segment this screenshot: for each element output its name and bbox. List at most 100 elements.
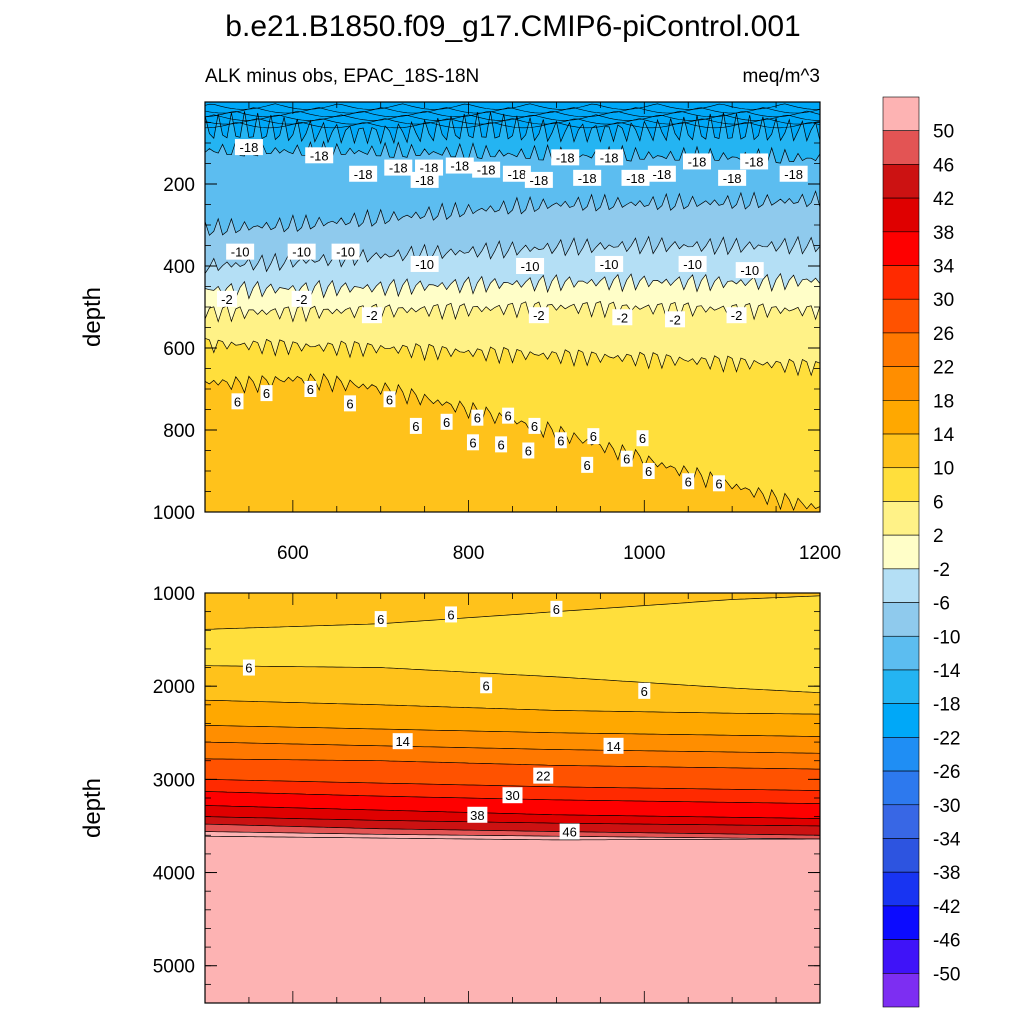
contour-label-text: -10 [683, 257, 702, 272]
contour-label: 46 [559, 823, 580, 840]
contour-label-text: 6 [584, 458, 591, 473]
contour-label: 6 [304, 381, 317, 397]
contour-label: 6 [587, 428, 600, 445]
contour-label-box [603, 737, 624, 754]
contour-label-text: -2 [617, 310, 629, 325]
contour-label: 6 [636, 430, 649, 447]
contour-label: 6 [550, 600, 563, 617]
contour-label-box [234, 139, 263, 156]
contour-label-box [678, 255, 707, 272]
contour-label-box [718, 169, 747, 186]
contour-label-text: 6 [685, 474, 692, 489]
contour-label: -10 [516, 258, 545, 274]
colorbar: 50 46 42 38 34 30 26 22 18 14 10 6 2 -2 -6 -10 -14 -18 -22… [882, 96, 961, 1008]
contour-label: -18 [740, 153, 769, 170]
contour-label: -18 [502, 165, 531, 182]
contour-label-text: -10 [415, 257, 434, 272]
colorbar-label: -18 [933, 695, 960, 716]
colorbar-label: 38 [933, 223, 954, 244]
colorbar-swatch [882, 298, 920, 334]
contour-line-6 [205, 595, 820, 630]
colorbar-label: 34 [933, 257, 955, 278]
colorbar-label: 14 [933, 425, 955, 446]
contour-label-box [410, 171, 439, 188]
contour-label: -10 [595, 255, 624, 272]
contour-label: 6 [242, 659, 255, 676]
contour-label-box [226, 243, 255, 260]
contour-label-text: -18 [354, 167, 373, 182]
contour-label-box [374, 611, 387, 628]
contour-label-box [502, 787, 523, 804]
contour-label: 6 [712, 475, 725, 492]
contour-label-box [495, 436, 508, 453]
contour-line-18 [205, 724, 820, 737]
contour-label-text: 6 [497, 437, 504, 452]
colorbar-swatch [882, 568, 920, 603]
contour-label: -18 [384, 159, 413, 176]
contour-label-text: 6 [263, 386, 270, 401]
colorbar-label: -42 [933, 897, 960, 918]
contour-label-box [740, 153, 769, 170]
contour-label: -2 [726, 307, 747, 324]
contour-label-box [392, 733, 413, 750]
contour-line-noise [205, 107, 820, 114]
colorbar-label: 30 [933, 290, 954, 311]
contour-label: -18 [234, 139, 263, 156]
contour-label-text: 6 [447, 607, 454, 622]
contour-label-box [636, 430, 649, 447]
contour-label-box [331, 243, 360, 260]
contour-label-text: 6 [474, 411, 481, 426]
contour-label: 6 [260, 385, 273, 402]
y-axis-label: depth [79, 287, 106, 347]
contour-label-text: -10 [740, 263, 759, 278]
contour-label-text: -18 [420, 161, 439, 176]
contour-label-text: 46 [562, 825, 576, 840]
contour-label-box [642, 463, 655, 479]
contour-label-box [528, 417, 541, 434]
y-tick-label: 1000 [153, 584, 195, 605]
contour-label-box [260, 385, 273, 402]
contour-label: 6 [682, 473, 695, 490]
contour-label-text: 6 [645, 464, 652, 479]
contour-fill [205, 102, 820, 512]
contour-label: -10 [226, 243, 255, 260]
contour-label-box [349, 165, 378, 182]
upper-panel: -18-18-18 -18 -18 -18 -18 -18-18 -18-18-18 -18-… [79, 101, 841, 564]
contour-label-text: -18 [529, 173, 548, 188]
contour-label-text: -10 [336, 245, 355, 260]
contour-line-22 [205, 741, 820, 754]
y-tick-label: 200 [163, 175, 195, 196]
colorbar-swatch [882, 871, 920, 907]
contour-label-box [683, 153, 711, 170]
contour-line-38 [205, 805, 820, 819]
contour-label-text: 6 [234, 394, 241, 409]
contour-label-text: -10 [231, 245, 250, 260]
contour-label-text: 6 [346, 396, 353, 411]
colorbar-label: -2 [933, 560, 950, 581]
contour-label-text: 6 [307, 382, 314, 397]
contour-label-box [480, 677, 493, 694]
contour-label-text: 6 [553, 602, 560, 617]
contour-label: 6 [466, 434, 479, 451]
contour-label-box [554, 432, 567, 449]
contour-label-box [216, 290, 237, 307]
contour-label: 30 [502, 787, 523, 804]
contour-label-box [415, 159, 444, 176]
contour-label-box [612, 309, 633, 326]
contour-label-box [638, 682, 651, 699]
contour-label-text: 6 [483, 678, 490, 693]
colorbar-swatch [882, 972, 920, 1008]
contour-label: 6 [471, 409, 484, 426]
colorbar-swatch [882, 265, 920, 300]
contour-label: -10 [678, 255, 707, 272]
colorbar-label: 18 [933, 391, 954, 412]
contour-label: -18 [349, 165, 378, 182]
contour-label-text: -18 [450, 159, 469, 174]
contour-label-text: 6 [412, 419, 419, 434]
contour-band-10 [205, 373, 820, 512]
contour-label: 6 [343, 395, 356, 412]
colorbar-label: -38 [933, 863, 960, 884]
contour-label-box [467, 806, 488, 823]
contour-label: -18 [573, 169, 602, 186]
contour-label-box [524, 171, 553, 188]
